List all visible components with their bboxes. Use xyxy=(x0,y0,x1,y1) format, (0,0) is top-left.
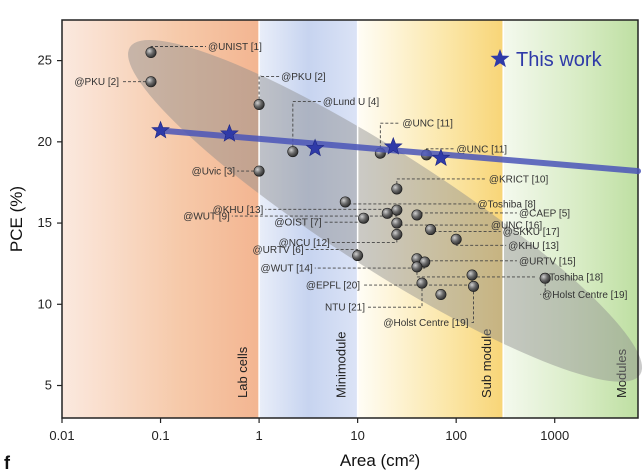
point-label: @SKKU [17] xyxy=(503,227,560,238)
x-tick-label: 100 xyxy=(445,428,467,443)
data-point xyxy=(411,209,423,221)
this-work-trend-line xyxy=(157,127,641,175)
y-tick-label: 5 xyxy=(45,378,52,393)
region-backgrounds: Lab cells Minimodule Sub module Modules xyxy=(62,20,638,418)
point-label: @WUT [14] xyxy=(261,264,313,275)
point-label: @Uvic [3] xyxy=(192,167,236,178)
y-tick-label: 10 xyxy=(38,296,52,311)
point-label: @PKU [2] xyxy=(74,77,119,88)
region-modules xyxy=(503,20,638,418)
point-label: @Lund U [4] xyxy=(323,97,380,108)
point-label: @UNC [11] xyxy=(402,119,453,130)
point-label: @CAEP [5] xyxy=(519,208,570,219)
panel-label: f xyxy=(4,453,11,472)
point-label: @WUT [9] xyxy=(183,212,230,223)
region-label: Modules xyxy=(614,348,629,398)
point-label: @EPFL [20] xyxy=(306,281,360,292)
region-lab-cells xyxy=(62,20,260,418)
annotation-leader xyxy=(379,122,401,154)
legend: This work xyxy=(490,49,603,71)
data-point xyxy=(391,204,403,216)
annotation-leader xyxy=(258,76,280,105)
region-dividers xyxy=(258,20,504,418)
this-work-star xyxy=(220,123,239,142)
point-label: @URTV [15] xyxy=(519,256,576,267)
this-work-star xyxy=(305,138,325,157)
region-label: Sub module xyxy=(479,329,494,398)
data-point xyxy=(339,196,351,208)
point-label: @UNC [16] xyxy=(491,221,542,232)
this-work-series xyxy=(151,120,641,175)
data-point xyxy=(391,183,403,195)
data-point xyxy=(253,98,265,110)
data-point xyxy=(468,280,480,292)
point-label: @Holst Centre [19] xyxy=(542,290,627,301)
this-work-star xyxy=(151,120,170,139)
region-label: Minimodule xyxy=(334,332,349,398)
point-label: @Holst Centre [19] xyxy=(383,318,468,329)
annotation-leader xyxy=(470,286,474,323)
data-points xyxy=(145,46,551,301)
y-tick-label: 25 xyxy=(38,53,52,68)
y-tick-label: 20 xyxy=(38,134,52,149)
this-work-star xyxy=(431,148,451,167)
data-point xyxy=(352,250,364,262)
data-point xyxy=(539,272,551,284)
point-label: @UNC [11] xyxy=(457,144,508,155)
data-point xyxy=(416,277,428,289)
annotation-leader xyxy=(416,266,537,278)
point-label: @KHU [13] xyxy=(213,205,264,216)
region-sub-module xyxy=(357,20,504,418)
region-label: Lab cells xyxy=(235,346,250,398)
x-axis-title: Area (cm²) xyxy=(340,451,420,470)
data-point xyxy=(466,269,478,281)
data-point xyxy=(287,146,299,158)
data-point xyxy=(450,233,462,245)
annotation-leader xyxy=(292,101,321,152)
point-label: @NCU [12] xyxy=(279,238,330,249)
point-label: @Toshiba [8] xyxy=(477,199,536,210)
x-tick-label: 0.1 xyxy=(152,428,170,443)
this-work-star xyxy=(383,136,403,155)
x-tick-label: 0.01 xyxy=(49,428,74,443)
data-point xyxy=(425,224,437,236)
x-tick-label: 10 xyxy=(350,428,364,443)
data-point xyxy=(419,256,431,268)
plot-frame xyxy=(61,19,639,419)
x-tick-label: 1000 xyxy=(540,428,569,443)
point-label: @PKU [2] xyxy=(281,72,326,83)
data-point xyxy=(391,217,403,229)
data-point xyxy=(391,228,403,240)
point-label: @KHU [13] xyxy=(508,241,559,252)
y-axis-title: PCE (%) xyxy=(7,186,26,252)
x-tick-label: 1 xyxy=(255,428,262,443)
point-label: @KRICT [10] xyxy=(489,174,549,185)
data-point xyxy=(411,261,423,273)
point-label: @UNIST [1] xyxy=(208,42,262,53)
axes: 0.01 0.1 1 10 100 1000 5 10 15 20 25 Area (cm²) PCE … xyxy=(7,19,639,470)
region-minimodule xyxy=(259,20,358,418)
point-label: @Toshiba [18] xyxy=(539,272,603,283)
point-label: @OIST [7] xyxy=(274,218,321,229)
data-point xyxy=(435,289,447,301)
y-tick-label: 15 xyxy=(38,215,52,230)
legend-label: This work xyxy=(516,49,603,71)
annotation-leader xyxy=(367,283,423,308)
point-label: @URTV [6] xyxy=(253,245,304,256)
data-point xyxy=(145,76,157,88)
legend-star-icon xyxy=(490,49,510,68)
point-label: NTU [21] xyxy=(325,303,365,314)
data-point xyxy=(381,207,393,219)
annotation-leader xyxy=(396,178,487,189)
data-point xyxy=(358,212,370,224)
data-point xyxy=(253,165,265,177)
data-point xyxy=(145,46,157,58)
